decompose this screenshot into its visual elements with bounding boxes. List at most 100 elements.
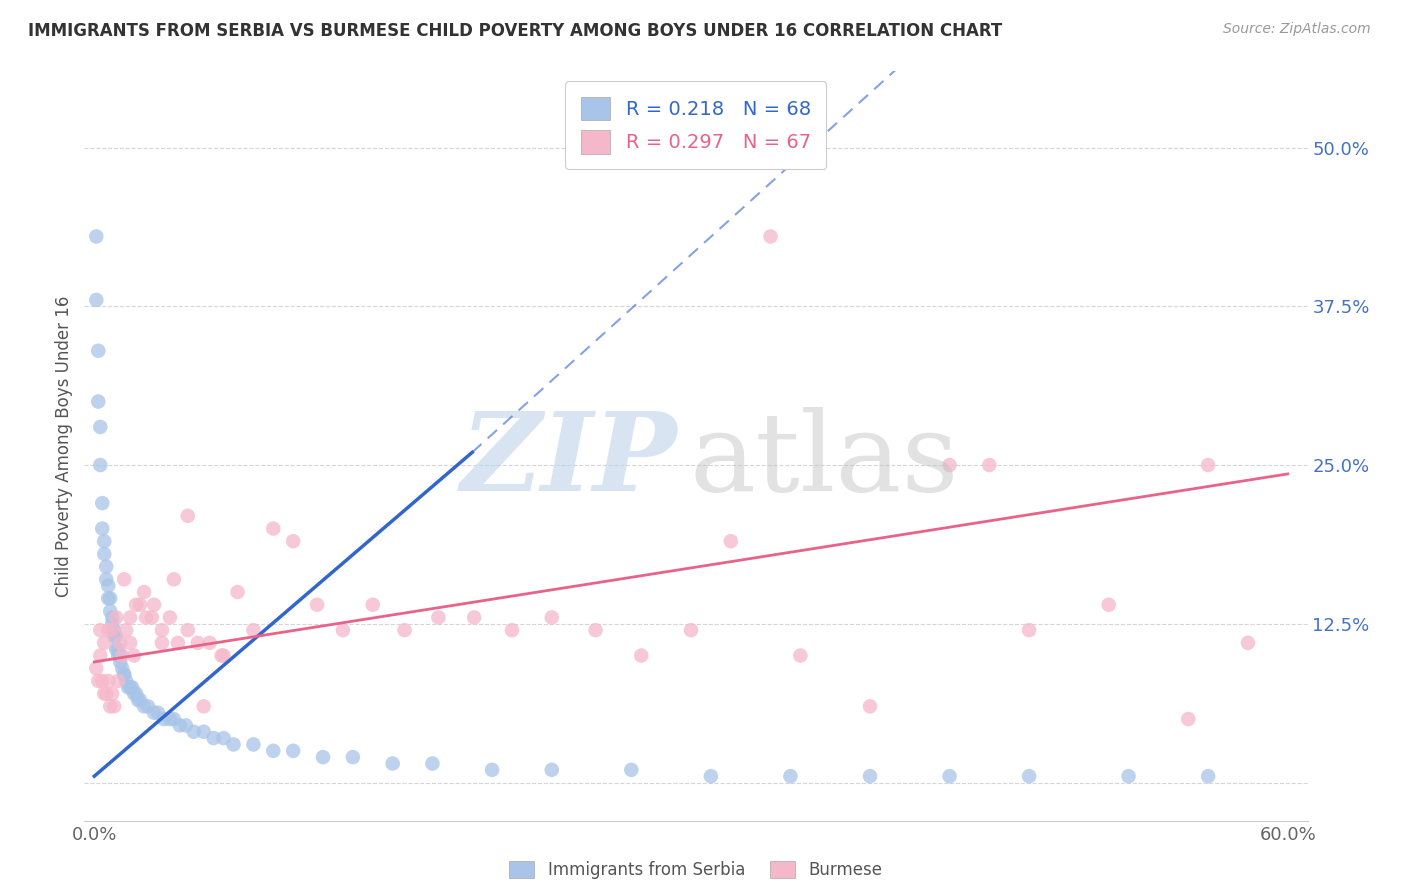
Point: [262, 744, 284, 758]
Point: [107, 648, 129, 663]
Point: [938, 458, 960, 472]
Point: [91, 496, 114, 510]
Point: [105, 610, 128, 624]
Point: [481, 763, 503, 777]
Point: [174, 718, 197, 732]
Point: [112, 667, 135, 681]
Point: [111, 661, 134, 675]
Point: [342, 750, 364, 764]
Point: [585, 623, 607, 637]
Point: [540, 610, 562, 624]
Point: [108, 648, 131, 663]
Point: [125, 598, 148, 612]
Point: [177, 623, 200, 637]
Point: [120, 636, 142, 650]
Point: [96, 572, 118, 586]
Text: atlas: atlas: [690, 408, 959, 515]
Point: [283, 534, 305, 549]
Point: [136, 699, 159, 714]
Point: [115, 623, 138, 637]
Point: [125, 687, 148, 701]
Point: [105, 630, 128, 644]
Point: [112, 572, 135, 586]
Point: [1018, 623, 1040, 637]
Point: [779, 769, 801, 783]
Point: [129, 693, 152, 707]
Point: [222, 738, 245, 752]
Point: [187, 636, 209, 650]
Point: [120, 681, 142, 695]
Point: [141, 610, 163, 624]
Point: [103, 699, 125, 714]
Point: [122, 648, 145, 663]
Point: [312, 750, 335, 764]
Point: [108, 655, 131, 669]
Point: [89, 648, 111, 663]
Point: [332, 623, 354, 637]
Point: [84, 229, 107, 244]
Point: [91, 522, 114, 536]
Point: [89, 458, 111, 472]
Legend: Immigrants from Serbia, Burmese: Immigrants from Serbia, Burmese: [501, 853, 891, 888]
Point: [84, 293, 107, 307]
Point: [122, 687, 145, 701]
Point: [212, 648, 235, 663]
Point: [93, 636, 115, 650]
Point: [202, 731, 225, 745]
Point: [132, 699, 155, 714]
Point: [789, 648, 811, 663]
Point: [620, 763, 643, 777]
Point: [87, 394, 110, 409]
Point: [150, 636, 173, 650]
Text: Source: ZipAtlas.com: Source: ZipAtlas.com: [1223, 22, 1371, 37]
Point: [107, 673, 129, 688]
Point: [226, 585, 249, 599]
Point: [105, 642, 128, 657]
Point: [97, 673, 120, 688]
Point: [101, 623, 124, 637]
Point: [163, 712, 186, 726]
Point: [422, 756, 444, 771]
Point: [1197, 458, 1219, 472]
Point: [84, 661, 107, 675]
Point: [112, 667, 135, 681]
Point: [93, 534, 115, 549]
Point: [427, 610, 450, 624]
Point: [117, 681, 139, 695]
Point: [101, 616, 124, 631]
Point: [166, 636, 188, 650]
Text: IMMIGRANTS FROM SERBIA VS BURMESE CHILD POVERTY AMONG BOYS UNDER 16 CORRELATION : IMMIGRANTS FROM SERBIA VS BURMESE CHILD …: [28, 22, 1002, 40]
Point: [193, 699, 215, 714]
Point: [177, 508, 200, 523]
Point: [679, 623, 702, 637]
Point: [127, 693, 149, 707]
Point: [87, 673, 110, 688]
Point: [103, 630, 125, 644]
Point: [97, 623, 120, 637]
Point: [1018, 769, 1040, 783]
Point: [146, 706, 169, 720]
Point: [150, 623, 173, 637]
Point: [307, 598, 329, 612]
Point: [1177, 712, 1199, 726]
Point: [98, 699, 121, 714]
Point: [89, 420, 111, 434]
Point: [87, 343, 110, 358]
Point: [501, 623, 523, 637]
Point: [132, 585, 155, 599]
Point: [283, 744, 305, 758]
Point: [463, 610, 485, 624]
Point: [211, 648, 233, 663]
Point: [143, 706, 166, 720]
Point: [159, 712, 181, 726]
Point: [193, 724, 215, 739]
Point: [759, 229, 782, 244]
Point: [121, 681, 143, 695]
Point: [938, 769, 960, 783]
Point: [381, 756, 404, 771]
Point: [93, 547, 115, 561]
Point: [720, 534, 742, 549]
Text: ZIP: ZIP: [461, 408, 678, 515]
Point: [89, 623, 111, 637]
Point: [103, 623, 125, 637]
